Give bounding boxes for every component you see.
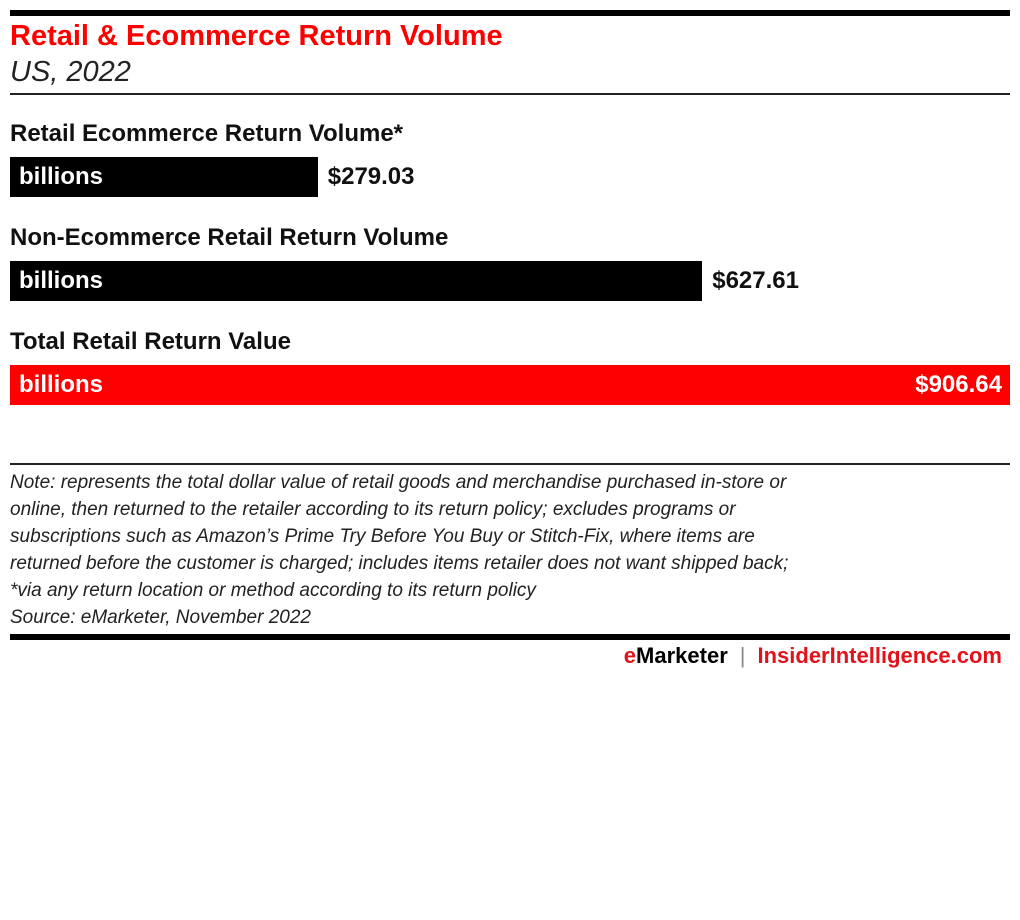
bar: billions [10, 157, 318, 197]
bar-category-label: Retail Ecommerce Return Volume* [10, 120, 404, 147]
note-line: *via any return location or method accor… [10, 580, 536, 601]
header-divider [10, 93, 1010, 95]
bar-category-label: Non-Ecommerce Retail Return Volume [10, 224, 449, 251]
bar-value-label: $627.61 [712, 267, 799, 294]
bottom-rule [10, 634, 1010, 640]
brand-e: e [623, 643, 637, 668]
note-line: Note: represents the total dollar value … [10, 472, 787, 493]
source-line: Source: eMarketer, November 2022 [10, 607, 311, 628]
note-line: online, then returned to the retailer ac… [10, 499, 736, 520]
footer-separator: | [739, 643, 746, 668]
footer-brand: eMarketer | InsiderIntelligence.com [624, 643, 1002, 669]
bar: billions [10, 261, 703, 301]
bar-unit-label: billions [19, 371, 103, 398]
bar-unit-label: billions [19, 267, 103, 294]
note-line: returned before the customer is charged;… [10, 553, 789, 574]
footer-site-link[interactable]: InsiderIntelligence.com [757, 643, 1002, 668]
chart-title: Retail & Ecommerce Return Volume [10, 20, 503, 52]
brand-name: Marketer [636, 643, 728, 668]
chart-subtitle: US, 2022 [10, 56, 131, 88]
bar: billions [10, 365, 1010, 405]
note-line: subscriptions such as Amazon’s Prime Try… [10, 526, 755, 547]
bar-value-label: $906.64 [915, 371, 1002, 398]
bar-unit-label: billions [19, 163, 103, 190]
notes-divider [10, 463, 1010, 465]
notes: Note: represents the total dollar value … [10, 469, 1010, 631]
bar-category-label: Total Retail Return Value [10, 328, 291, 355]
top-rule [10, 10, 1010, 16]
bar-value-label: $279.03 [327, 163, 415, 190]
